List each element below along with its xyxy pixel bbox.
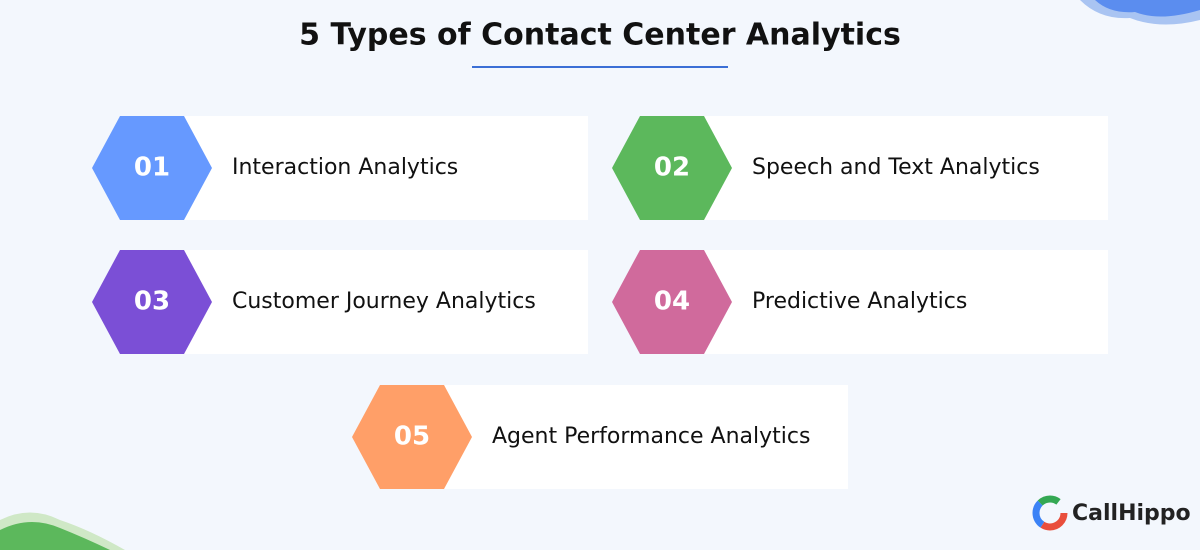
item-number: 01 — [134, 153, 170, 183]
logo — [1032, 495, 1068, 531]
logo — [1032, 495, 1068, 531]
item-number: 03 — [134, 287, 170, 317]
hexagon — [612, 250, 732, 354]
item-label: Agent Performance Analytics — [492, 424, 810, 449]
item-number: 04 — [654, 287, 690, 317]
hexagon — [352, 385, 472, 489]
item-label: Speech and Text Analytics — [752, 155, 1040, 180]
item-number: 02 — [654, 153, 690, 183]
brand-name: CallHippo — [1072, 501, 1191, 526]
decor — [0, 521, 110, 550]
card — [152, 250, 588, 354]
hexagon — [92, 116, 212, 220]
decor — [1095, 0, 1200, 17]
hexagon — [92, 250, 212, 354]
title: 5 Types of Contact Center Analytics — [299, 18, 901, 53]
items: 01 Interaction Analytics 02 Speech and Text… — [92, 116, 1108, 489]
card — [672, 250, 1108, 354]
card — [412, 385, 848, 489]
card — [672, 116, 1108, 220]
item-number: 05 — [394, 422, 430, 452]
brand: CallHippo — [1032, 495, 1191, 531]
hexagon — [612, 116, 732, 220]
card — [152, 116, 588, 220]
item-label: Predictive Analytics — [752, 289, 967, 314]
item-label: Interaction Analytics — [232, 155, 458, 180]
item-label: Customer Journey Analytics — [232, 289, 536, 314]
logo — [1032, 495, 1068, 531]
